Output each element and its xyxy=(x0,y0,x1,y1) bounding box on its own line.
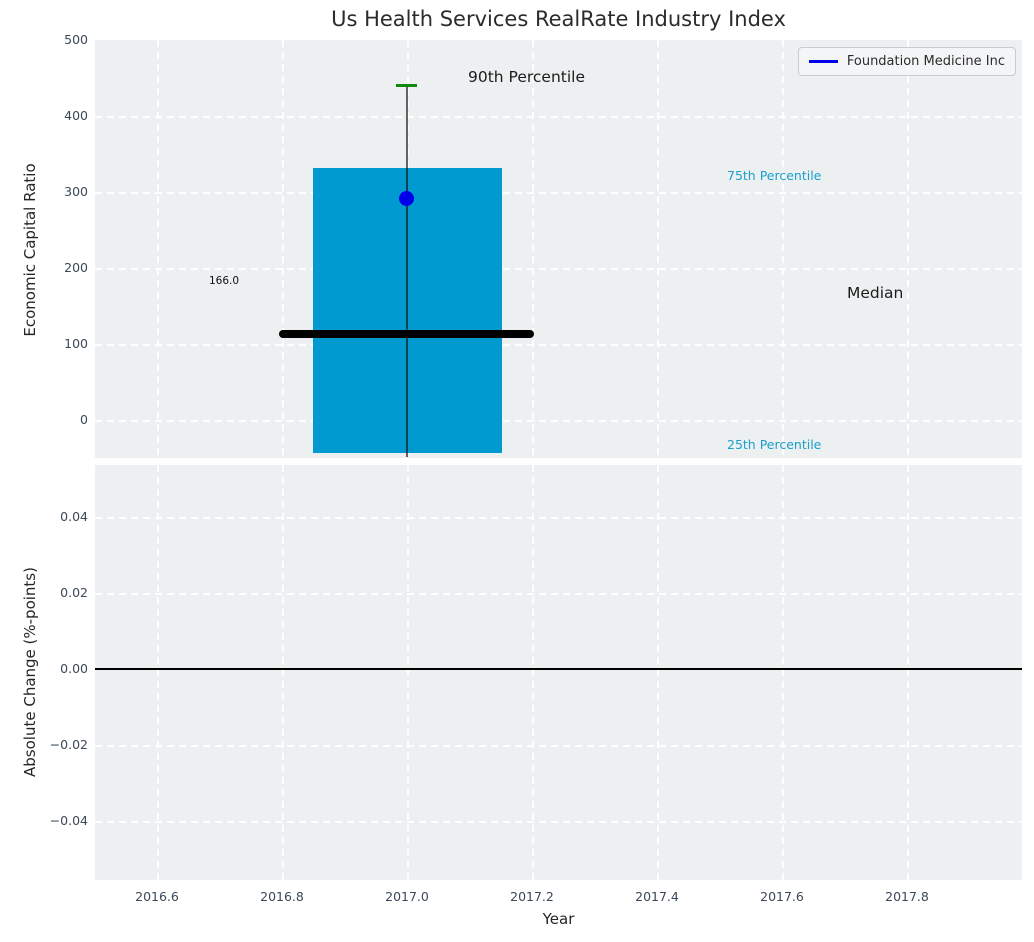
gridline xyxy=(907,465,909,880)
ytick-minus0.04: −0.04 xyxy=(49,813,88,828)
median-annotation: Median xyxy=(847,284,904,302)
gridline xyxy=(282,465,284,880)
gridline xyxy=(95,344,1022,346)
gridline xyxy=(95,821,1022,823)
gridline xyxy=(657,465,659,880)
ytick-500: 500 xyxy=(64,32,88,47)
gridline xyxy=(95,420,1022,422)
gridline xyxy=(782,465,784,880)
gridline xyxy=(95,192,1022,194)
ytick-0.02: 0.02 xyxy=(60,585,88,600)
ytick-0: 0 xyxy=(80,412,88,427)
xtick-2016.8: 2016.8 xyxy=(260,889,304,904)
ytick-0.04: 0.04 xyxy=(60,509,88,524)
gridline xyxy=(95,593,1022,595)
p90-cap-marker xyxy=(396,84,417,87)
xtick-2017.0: 2017.0 xyxy=(385,889,429,904)
xtick-2017.2: 2017.2 xyxy=(510,889,554,904)
ytick-400: 400 xyxy=(64,108,88,123)
ytick-300: 300 xyxy=(64,184,88,199)
gridline xyxy=(95,745,1022,747)
p25-annotation: 25th Percentile xyxy=(727,437,822,452)
gridline xyxy=(282,40,284,458)
legend-label: Foundation Medicine Inc xyxy=(846,54,1005,69)
gridline xyxy=(157,465,159,880)
top-y-axis-label: Economic Capital Ratio xyxy=(21,163,39,337)
gridline xyxy=(532,40,534,458)
chart-title: Us Health Services RealRate Industry Ind… xyxy=(331,7,786,31)
ytick-minus0.02: −0.02 xyxy=(49,737,88,752)
gridline xyxy=(782,40,784,458)
percentile-box-bar xyxy=(313,168,502,453)
xtick-2016.6: 2016.6 xyxy=(135,889,179,904)
gridline xyxy=(95,116,1022,118)
ytick-100: 100 xyxy=(64,336,88,351)
p90-annotation: 90th Percentile xyxy=(468,68,586,86)
p75-annotation: 75th Percentile xyxy=(727,168,822,183)
x-axis-label: Year xyxy=(542,910,575,928)
gridline xyxy=(907,40,909,458)
company-data-point xyxy=(399,191,414,206)
bottom-y-axis-label: Absolute Change (%-points) xyxy=(21,567,39,777)
xtick-2017.6: 2017.6 xyxy=(760,889,804,904)
legend: Foundation Medicine Inc xyxy=(797,47,1016,76)
percentile-whisker xyxy=(406,85,408,457)
bottom-plot-area xyxy=(95,465,1022,880)
legend-line-swatch xyxy=(808,60,838,63)
xtick-2017.8: 2017.8 xyxy=(885,889,929,904)
top-plot-area: 90th Percentile 166.0 75th Percentile Me… xyxy=(95,40,1022,458)
gridline xyxy=(532,465,534,880)
gridline xyxy=(407,465,409,880)
xtick-2017.4: 2017.4 xyxy=(635,889,679,904)
ytick-0.00: 0.00 xyxy=(60,661,88,676)
ytick-200: 200 xyxy=(64,260,88,275)
gridline xyxy=(657,40,659,458)
median-line xyxy=(279,330,534,338)
gridline xyxy=(95,268,1022,270)
median-value-annotation: 166.0 xyxy=(209,275,240,287)
gridline xyxy=(157,40,159,458)
gridline xyxy=(95,517,1022,519)
zero-line xyxy=(95,668,1022,670)
